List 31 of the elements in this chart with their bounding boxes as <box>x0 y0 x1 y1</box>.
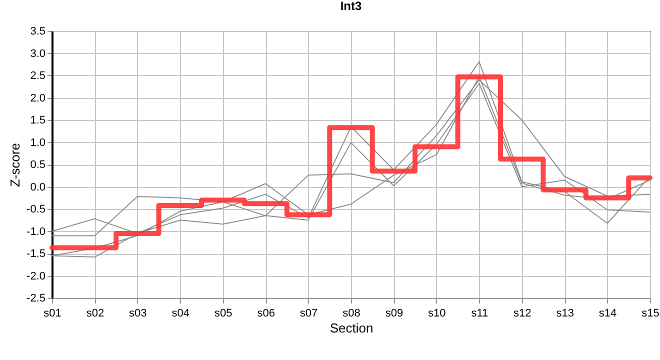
y-tick-label: -2.0 <box>26 270 46 282</box>
x-tick-label: s15 <box>642 308 660 320</box>
y-tick-label: 3.5 <box>30 26 46 38</box>
y-axis-title: Z-score <box>8 142 23 188</box>
y-tick-label: -1.0 <box>26 226 46 238</box>
y-tick-label: 2.0 <box>30 92 46 104</box>
x-tick-label: s12 <box>513 308 532 320</box>
chart-title: Int3 <box>340 0 362 13</box>
x-tick-label: s08 <box>342 308 360 320</box>
y-tick-label: -1.5 <box>26 248 46 260</box>
x-tick-label: s07 <box>300 308 318 320</box>
y-tick-label: -2.5 <box>26 292 46 304</box>
x-tick-label: s04 <box>172 308 190 320</box>
y-tick-label: 2.5 <box>30 70 46 82</box>
y-tick-label: 0.0 <box>30 181 46 194</box>
x-tick-label: s14 <box>598 308 617 320</box>
y-tick-label: 1.5 <box>30 114 46 126</box>
x-tick-label: s02 <box>86 308 104 320</box>
x-tick-label: s09 <box>385 308 404 320</box>
x-tick-label: s05 <box>214 308 232 320</box>
x-axis-title: Section <box>330 320 374 336</box>
y-tick-label: 3.0 <box>30 48 46 60</box>
x-tick-label: s03 <box>129 308 147 320</box>
y-tick-label: 1.0 <box>30 136 46 149</box>
x-tick-label: s10 <box>428 308 446 320</box>
x-tick-label: s01 <box>44 308 62 320</box>
x-tick-label: s06 <box>257 308 275 320</box>
x-tick-label: s11 <box>471 308 488 320</box>
y-tick-label: 0.5 <box>30 159 46 171</box>
x-tick-label: s13 <box>556 308 574 320</box>
y-tick-label: -0.5 <box>26 204 46 216</box>
